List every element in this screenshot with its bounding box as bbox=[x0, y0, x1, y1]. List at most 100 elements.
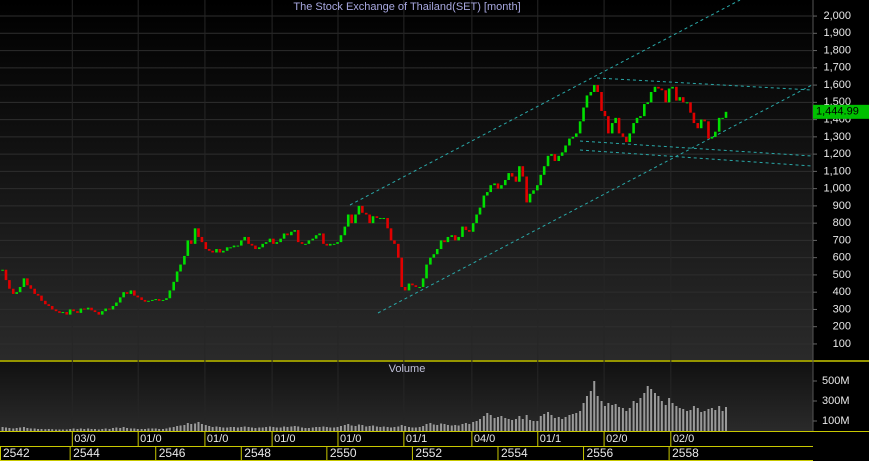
volume-bar bbox=[675, 406, 678, 431]
candle bbox=[172, 281, 175, 291]
volume-bar bbox=[682, 409, 685, 431]
candle bbox=[133, 290, 136, 296]
volume-bar bbox=[129, 428, 132, 431]
candle bbox=[175, 271, 179, 282]
volume-bar bbox=[518, 416, 521, 431]
candle bbox=[272, 238, 275, 244]
y-tick-label: 1,200 bbox=[823, 148, 851, 160]
volume-bar bbox=[725, 407, 728, 431]
volume-bar bbox=[37, 429, 40, 431]
y-tick-label: 200 bbox=[833, 321, 851, 333]
volume-bar bbox=[136, 429, 139, 431]
candle bbox=[639, 116, 642, 118]
volume-bar bbox=[561, 419, 564, 431]
volume-bar bbox=[625, 411, 628, 431]
x-tick-label: 01/1 bbox=[406, 433, 427, 445]
candle bbox=[396, 243, 400, 258]
volume-bar bbox=[650, 389, 653, 431]
volume-bar bbox=[479, 419, 482, 431]
candle bbox=[560, 152, 564, 156]
candle bbox=[418, 286, 421, 288]
volume-bar bbox=[493, 418, 496, 431]
x-tick-label: 03/0 bbox=[74, 433, 95, 445]
candle bbox=[721, 117, 724, 119]
y-tick-label: 1,100 bbox=[823, 165, 851, 177]
candle bbox=[542, 166, 546, 175]
volume-panel bbox=[0, 362, 813, 431]
candle bbox=[186, 240, 190, 256]
volume-bar bbox=[61, 429, 64, 431]
x-tick-label: 01/0 bbox=[207, 433, 228, 445]
volume-bar bbox=[475, 421, 478, 431]
candle bbox=[400, 257, 404, 287]
volume-bar bbox=[204, 425, 207, 431]
candle bbox=[414, 285, 418, 287]
volume-bar bbox=[93, 429, 96, 431]
candle bbox=[407, 283, 411, 291]
trend-line bbox=[579, 140, 813, 157]
candle bbox=[325, 243, 329, 246]
volume-bar bbox=[582, 403, 585, 431]
volume-bar bbox=[122, 427, 125, 431]
candle bbox=[371, 216, 375, 224]
volume-bar bbox=[386, 427, 389, 431]
volume-bar bbox=[15, 428, 18, 431]
candle bbox=[493, 183, 496, 186]
volume-title: Volume bbox=[389, 363, 426, 375]
volume-bar bbox=[325, 427, 328, 431]
volume-bar bbox=[58, 429, 61, 431]
volume-bar bbox=[486, 413, 489, 431]
volume-bar bbox=[379, 427, 382, 431]
volume-bar bbox=[115, 427, 118, 431]
volume-bar bbox=[254, 428, 257, 431]
volume-bar bbox=[414, 427, 417, 431]
volume-bar bbox=[507, 419, 510, 431]
volume-bar bbox=[268, 426, 271, 431]
volume-bar bbox=[315, 427, 318, 431]
candle bbox=[685, 102, 689, 104]
candle bbox=[168, 290, 172, 299]
volume-bar bbox=[76, 429, 79, 431]
candle bbox=[724, 111, 728, 118]
candle bbox=[151, 299, 154, 301]
candle bbox=[129, 290, 133, 294]
volume-bar bbox=[47, 429, 50, 431]
volume-bar bbox=[468, 424, 471, 431]
candle bbox=[100, 311, 104, 315]
candle bbox=[29, 285, 33, 289]
candle bbox=[304, 243, 307, 245]
candle bbox=[4, 269, 8, 281]
candle bbox=[574, 133, 578, 137]
candle bbox=[211, 250, 214, 253]
volume-bar bbox=[696, 408, 699, 431]
candle bbox=[592, 85, 596, 92]
volume-bar bbox=[464, 423, 467, 431]
candle bbox=[635, 117, 639, 124]
candle bbox=[207, 249, 211, 251]
volume-bar bbox=[168, 427, 171, 431]
volume-bar bbox=[87, 428, 90, 431]
candle bbox=[496, 183, 500, 189]
candle bbox=[532, 190, 535, 194]
candle bbox=[411, 283, 414, 286]
volume-bar bbox=[108, 429, 111, 431]
x-tick-label: 2544 bbox=[73, 446, 100, 460]
y2-tick-label: 500M bbox=[822, 375, 850, 387]
volume-bar bbox=[432, 424, 435, 431]
volume-bar bbox=[407, 427, 410, 431]
y2-tick-label: 300M bbox=[822, 395, 850, 407]
volume-bar bbox=[176, 426, 179, 431]
volume-bar bbox=[639, 398, 642, 431]
volume-bar bbox=[172, 427, 175, 431]
x-tick-label: 2558 bbox=[672, 446, 699, 460]
candle bbox=[664, 90, 667, 103]
candle bbox=[68, 309, 72, 315]
volume-bar bbox=[643, 393, 646, 431]
volume-bar bbox=[258, 427, 261, 431]
volume-bar bbox=[446, 425, 449, 431]
volume-bar bbox=[186, 423, 189, 431]
volume-bar bbox=[311, 427, 314, 431]
volume-bar bbox=[307, 428, 310, 431]
volume-bar bbox=[265, 427, 268, 431]
candle bbox=[111, 305, 115, 310]
